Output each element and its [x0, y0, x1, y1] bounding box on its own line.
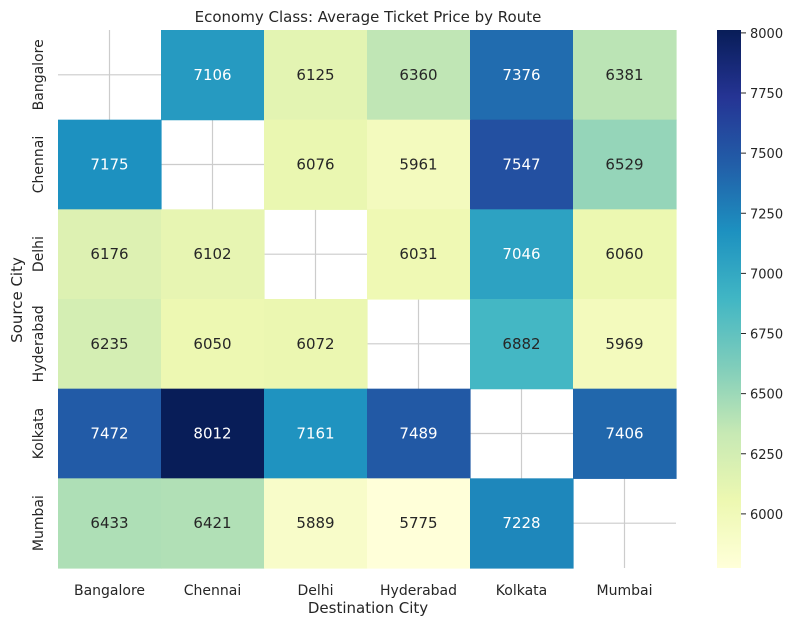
- heatmap-cell: [161, 478, 265, 569]
- y-tick-labels: Bangalore Chennai Delhi Hyderabad Kolkata Mum…: [31, 39, 47, 551]
- y-tick-label: Delhi: [31, 236, 47, 272]
- x-tick-label: Chennai: [184, 583, 241, 599]
- heatmap-cell: [264, 119, 368, 210]
- heatmap-cell: [367, 478, 471, 569]
- colorbar-tick-label: 7500: [750, 147, 783, 162]
- heatmap-cell: [58, 388, 162, 479]
- cell-value-label: 6031: [399, 245, 437, 263]
- cell-value-label: 5775: [399, 514, 437, 532]
- colorbar-tick-label: 7250: [750, 207, 783, 222]
- cell-value-label: 7376: [502, 66, 540, 84]
- heatmap-cell: [573, 388, 677, 479]
- heatmap-cell: [161, 299, 265, 390]
- heatmap-cell: [58, 299, 162, 390]
- heatmap-cell: [470, 119, 574, 210]
- cell-value-label: 5889: [296, 514, 334, 532]
- cell-value-label: 6381: [605, 66, 643, 84]
- x-tick-labels: Bangalore Chennai Delhi Hyderabad Kolkata Mum…: [74, 583, 653, 599]
- cell-value-label: 6076: [296, 156, 334, 174]
- cell-value-label: 6433: [90, 514, 128, 532]
- cell-value-label: 7046: [502, 245, 540, 263]
- colorbar-tick-label: 6250: [750, 448, 783, 463]
- y-tick-label: Chennai: [31, 136, 47, 193]
- heatmap-cell: [58, 478, 162, 569]
- cell-value-label: 5969: [605, 335, 643, 353]
- cell-value-label: 5961: [399, 156, 437, 174]
- heatmap-cell: [470, 30, 574, 121]
- cell-value-label: 6060: [605, 245, 643, 263]
- cell-value-label: 7106: [193, 66, 231, 84]
- heatmap-cell: [264, 30, 368, 121]
- colorbar: 6000 6250 6500 6750 7000 7250 7500 7750 8000: [717, 27, 783, 568]
- heatmap-cell: [264, 478, 368, 569]
- heatmap-cell: [367, 30, 471, 121]
- cell-value-label: 6235: [90, 335, 128, 353]
- cell-value-label: 6050: [193, 335, 231, 353]
- heatmap-cell: [573, 30, 677, 121]
- heatmap-cell: [264, 388, 368, 479]
- heatmap-cell: [367, 388, 471, 479]
- x-tick-label: Bangalore: [74, 583, 145, 599]
- x-tick-label: Hyderabad: [380, 583, 457, 599]
- cell-value-label: 8012: [193, 425, 231, 443]
- cell-value-label: 7228: [502, 514, 540, 532]
- x-tick-label: Delhi: [297, 583, 333, 599]
- cell-value-label: 7161: [296, 425, 334, 443]
- cell-value-label: 6072: [296, 335, 334, 353]
- heatmap-cells: 7106 6125 6360 7376 6381 7175 6076 5961 7547 6529…: [58, 30, 677, 569]
- cell-value-label: 6529: [605, 156, 643, 174]
- cell-value-label: 6882: [502, 335, 540, 353]
- y-tick-label: Mumbai: [31, 495, 47, 551]
- x-axis-title: Destination City: [308, 599, 428, 617]
- x-tick-label: Kolkata: [496, 583, 547, 599]
- colorbar-tick-label: 7000: [750, 267, 783, 282]
- heatmap-cell: [58, 209, 162, 300]
- y-tick-label: Hyderabad: [31, 305, 47, 382]
- cell-value-label: 6421: [193, 514, 231, 532]
- heatmap-cell: [470, 209, 574, 300]
- colorbar-tick-label: 6750: [750, 328, 783, 343]
- cell-value-label: 6102: [193, 245, 231, 263]
- cell-value-label: 6125: [296, 66, 334, 84]
- y-tick-label: Bangalore: [31, 39, 47, 110]
- cell-value-label: 7489: [399, 425, 437, 443]
- heatmap-cell: [161, 30, 265, 121]
- colorbar-tick-label: 8000: [750, 27, 783, 42]
- colorbar-tick-label: 6500: [750, 388, 783, 403]
- cell-value-label: 6176: [90, 245, 128, 263]
- heatmap-cell: [58, 119, 162, 210]
- cell-value-label: 7547: [502, 156, 540, 174]
- y-axis-title: Source City: [8, 257, 26, 343]
- colorbar-tick-label: 6000: [750, 508, 783, 523]
- heatmap-cell: [573, 209, 677, 300]
- heatmap-cell: [161, 388, 265, 479]
- heatmap-cell: [573, 119, 677, 210]
- heatmap-cell: [367, 119, 471, 210]
- cell-value-label: 6360: [399, 66, 437, 84]
- y-tick-label: Kolkata: [31, 408, 47, 459]
- chart-title: Economy Class: Average Ticket Price by R…: [195, 8, 542, 26]
- cell-value-label: 7472: [90, 425, 128, 443]
- cell-value-label: 7175: [90, 156, 128, 174]
- cell-value-label: 7406: [605, 425, 643, 443]
- heatmap-cell: [367, 209, 471, 300]
- heatmap-cell: [573, 299, 677, 390]
- heatmap-cell: [470, 478, 574, 569]
- heatmap-cell: [264, 299, 368, 390]
- heatmap-cell: [470, 299, 574, 390]
- colorbar-gradient: [717, 30, 741, 568]
- colorbar-tick-label: 7750: [750, 87, 783, 102]
- x-tick-label: Mumbai: [597, 583, 653, 599]
- heatmap-cell: [161, 209, 265, 300]
